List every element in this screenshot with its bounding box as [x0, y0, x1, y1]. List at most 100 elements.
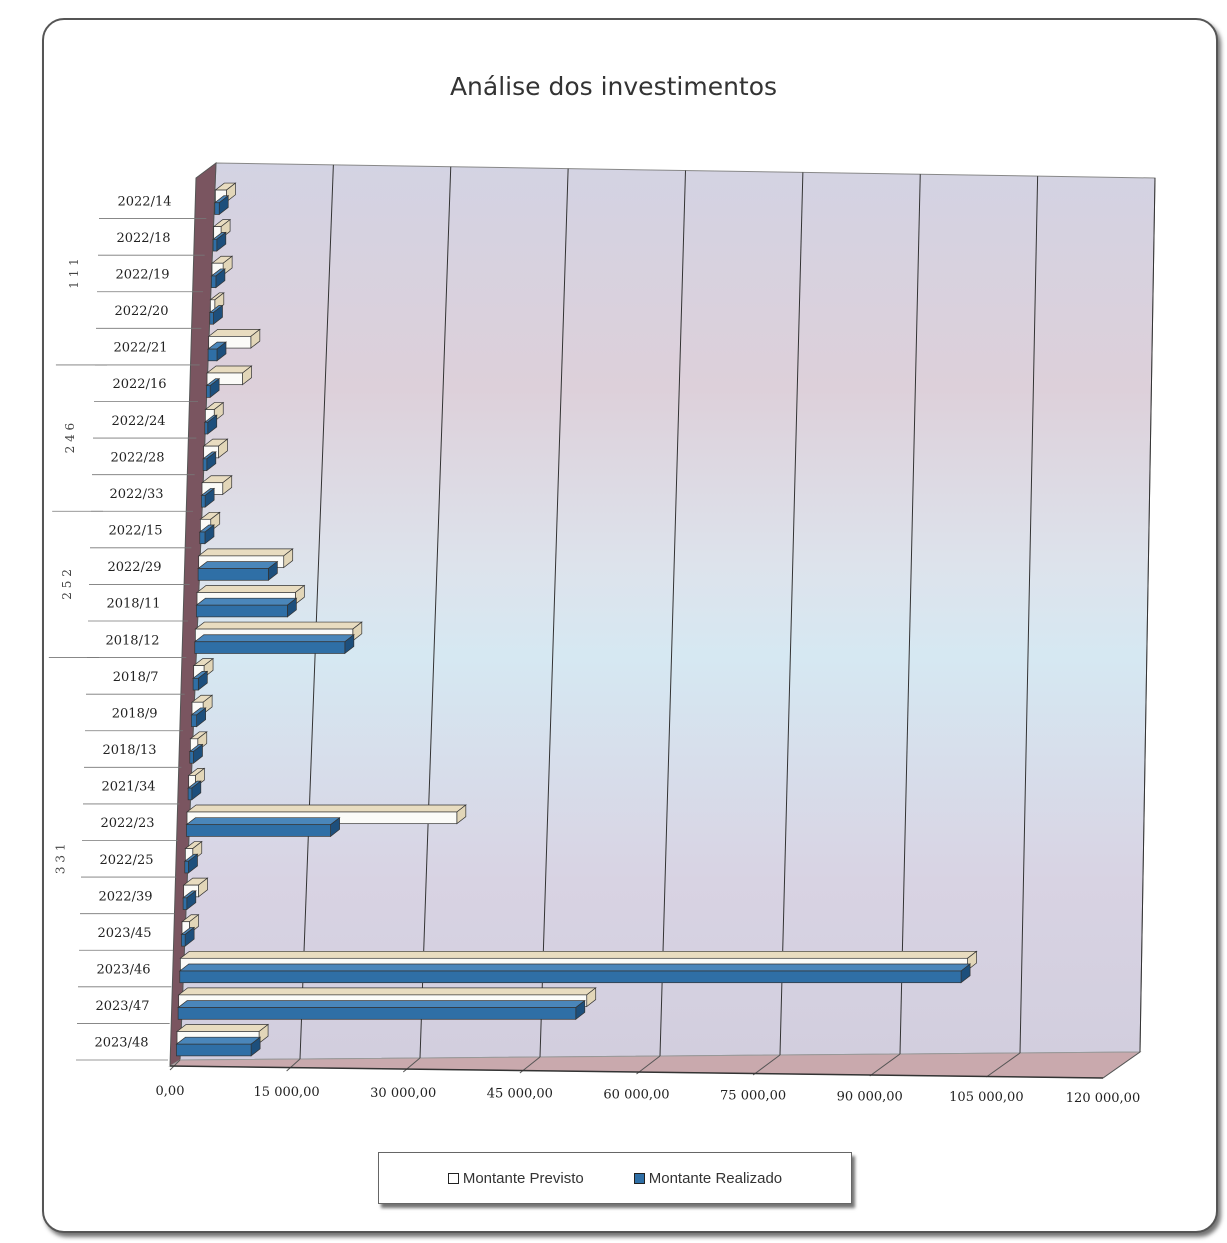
category-label: 2022/33 — [109, 487, 163, 502]
bar-realizado-front — [196, 604, 288, 618]
bar-realizado — [190, 707, 207, 728]
category-label: 2023/45 — [97, 926, 151, 941]
gridline — [1019, 176, 1039, 1054]
back-wall — [179, 162, 1156, 1061]
bar-realizado — [200, 487, 216, 508]
bar-realizado — [197, 560, 279, 582]
category-label: 2018/13 — [102, 743, 156, 758]
category-label: 2022/23 — [100, 816, 154, 831]
floor-tick — [169, 1059, 181, 1071]
category-label: 2022/24 — [111, 414, 165, 429]
category-label: 2018/7 — [113, 670, 159, 685]
bar-realizado — [180, 926, 196, 947]
bar-previsto-top — [179, 950, 978, 959]
gridline — [899, 174, 921, 1055]
bar-realizado — [177, 999, 586, 1021]
group-label: 2 4 6 — [63, 423, 77, 454]
bar-realizado-top — [193, 634, 355, 643]
bar-realizado-front — [207, 348, 218, 362]
bar-realizado — [195, 597, 298, 618]
bar-previsto-top — [186, 804, 467, 813]
legend-item-previsto: Montante Previsto — [447, 1169, 584, 1187]
bar-realizado-front — [191, 714, 197, 727]
bar-previsto-top — [177, 987, 597, 996]
bar-previsto — [207, 328, 261, 349]
bar-realizado-top — [185, 817, 341, 826]
x-tick-label: 0,00 — [156, 1084, 185, 1099]
legend-label-realizado: Montante Realizado — [648, 1169, 783, 1187]
gridline — [1139, 177, 1156, 1053]
bar-realizado-front — [179, 970, 962, 984]
bar-realizado-top — [195, 597, 298, 606]
category-label: 2023/48 — [94, 1036, 148, 1051]
gridline — [779, 172, 804, 1056]
bar-realizado-top — [178, 963, 972, 972]
category-label: 2023/47 — [95, 999, 149, 1014]
floor-tick — [636, 1055, 661, 1075]
bar-realizado — [193, 634, 355, 655]
bar-realizado — [178, 963, 972, 984]
bar-realizado-front — [202, 458, 208, 471]
chart-legend: Montante Previsto Montante Realizado — [378, 1152, 852, 1204]
bar-previsto — [182, 877, 209, 898]
bar-realizado-front — [199, 531, 206, 545]
bar-realizado-front — [197, 568, 269, 581]
bar-realizado — [213, 195, 230, 216]
bar-realizado-front — [204, 421, 209, 435]
bar-realizado-top — [177, 1000, 586, 1008]
bar-realizado — [185, 816, 341, 838]
category-label: 2022/28 — [110, 450, 164, 465]
axes — [48, 218, 1104, 1079]
bar-realizado-front — [186, 824, 331, 837]
bar-realizado — [205, 377, 221, 399]
bar-realizado — [207, 341, 228, 362]
bar-previsto-top — [176, 1024, 270, 1032]
bar-realizado-front — [176, 1043, 252, 1057]
category-label: 2022/15 — [108, 524, 162, 539]
gridline — [539, 168, 569, 1058]
plot-background — [168, 161, 1156, 1079]
x-tick-label: 105 000,00 — [949, 1090, 1023, 1105]
category-label: 2018/9 — [112, 706, 158, 721]
floor-tick — [869, 1053, 901, 1077]
bar-realizado-front — [214, 202, 220, 215]
bar-realizado-front — [206, 385, 211, 398]
category-label: 2022/18 — [116, 231, 170, 246]
bar-realizado — [175, 1036, 262, 1057]
category-label: 2022/14 — [117, 194, 171, 209]
bar-realizado-front — [184, 860, 189, 874]
bar-realizado — [183, 853, 199, 874]
bar-previsto-top — [194, 621, 363, 630]
floor-tick — [986, 1052, 1021, 1078]
x-tick-label: 90 000,00 — [837, 1089, 903, 1104]
bar-realizado — [182, 890, 197, 911]
gridlines — [169, 164, 1156, 1079]
bar-realizado — [208, 304, 224, 325]
group-label: 3 3 1 — [54, 844, 68, 875]
category-label: 2023/46 — [96, 963, 150, 978]
category-label: 2022/39 — [98, 889, 152, 904]
category-label: 2022/20 — [114, 304, 168, 319]
bar-realizado-front — [187, 787, 193, 801]
group-label: 1 1 1 — [67, 258, 81, 289]
labels: 0,00 15 000,00 30 000,00 45 000,00 60 000,00… — [54, 194, 1141, 1106]
legend-item-realizado: Montante Realizado — [633, 1169, 783, 1187]
bar-previsto — [206, 365, 253, 386]
bar-realizado-front — [194, 641, 346, 654]
bar-realizado-front — [209, 312, 214, 325]
x-tick-label: 120 000,00 — [1066, 1091, 1140, 1106]
bar-realizado — [203, 414, 218, 435]
category-label: 2022/21 — [113, 341, 167, 356]
category-label: 2021/34 — [101, 780, 155, 795]
bar-realizado — [202, 451, 217, 472]
bar-realizado-top — [197, 561, 279, 569]
legend-label-previsto: Montante Previsto — [462, 1169, 584, 1187]
x-tick-label: 60 000,00 — [603, 1088, 669, 1103]
bar-previsto — [191, 694, 214, 715]
floor-tick — [1102, 1051, 1141, 1079]
bar-realizado — [212, 231, 227, 252]
bar-realizado — [198, 524, 215, 545]
bar-realizado-top — [175, 1036, 262, 1045]
bar-realizado-front — [201, 495, 206, 508]
